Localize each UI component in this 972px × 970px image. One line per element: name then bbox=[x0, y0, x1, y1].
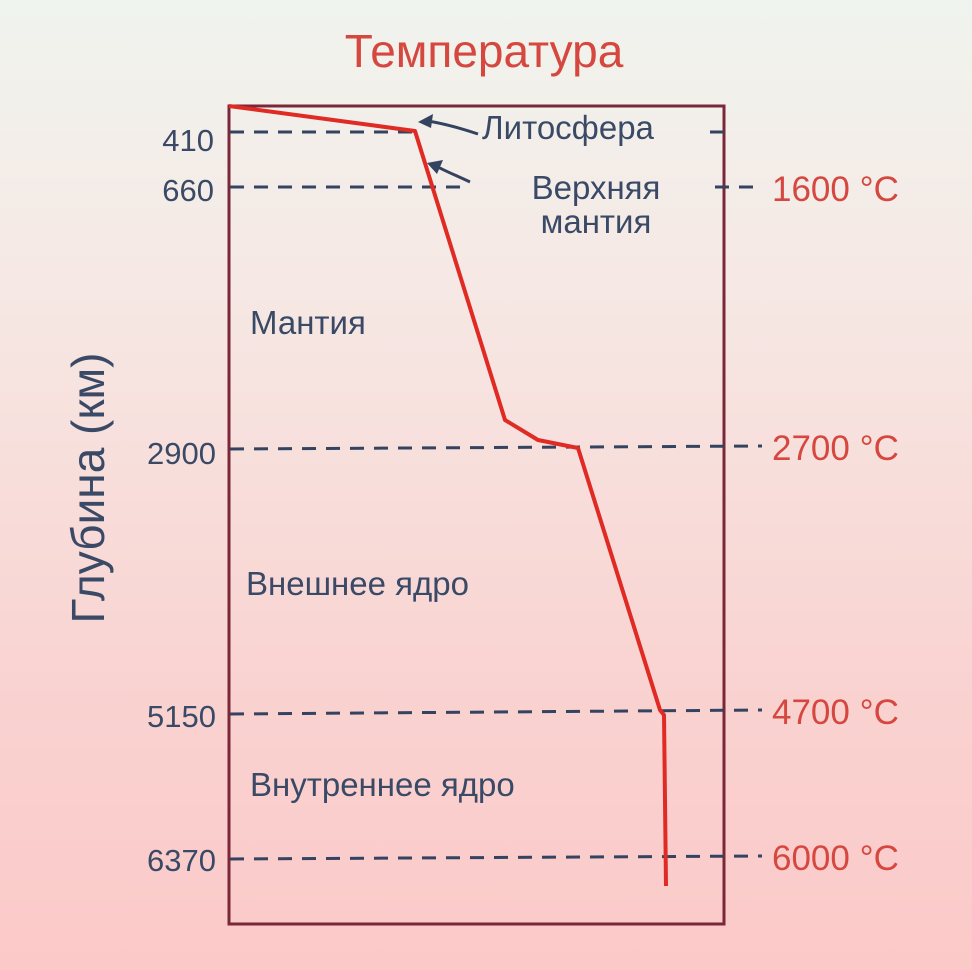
lithosphere-arrow-head bbox=[418, 114, 433, 128]
lithosphere-arrow bbox=[427, 119, 479, 136]
y-axis-title: Глубина (км) bbox=[62, 353, 114, 624]
depth-line-2900 bbox=[229, 444, 763, 451]
upper-mantle-arrow-head bbox=[427, 160, 443, 174]
layer-label-mantle: Мантия bbox=[250, 304, 366, 341]
diagram-frame bbox=[227, 104, 726, 926]
temperature-curve bbox=[228, 104, 668, 887]
layer-label-outer-core: Внешнее ядро bbox=[246, 565, 469, 602]
layer-label-inner-core: Внутреннее ядро bbox=[250, 766, 515, 803]
depth-label-6370: 6370 bbox=[147, 843, 216, 878]
temperature-label-6000: 6000 °C bbox=[772, 839, 899, 878]
depth-label-2900: 2900 bbox=[147, 436, 216, 471]
diagram-title: Температура bbox=[345, 25, 624, 77]
layer-label-lithosphere: Литосфера bbox=[482, 109, 655, 146]
depth-label-5150: 5150 bbox=[147, 699, 216, 734]
layer-label-upper-mantle-2: мантия bbox=[541, 203, 652, 240]
depth-label-660: 660 bbox=[162, 173, 214, 208]
temperature-label-2700: 2700 °C bbox=[772, 429, 899, 468]
temperature-label-4700: 4700 °C bbox=[772, 693, 899, 732]
temperature-label-1600: 1600 °C bbox=[772, 170, 899, 209]
depth-line-6370 bbox=[229, 854, 763, 861]
depth-line-5150 bbox=[229, 708, 763, 716]
depth-label-410: 410 bbox=[162, 123, 214, 158]
layer-label-upper-mantle-1: Верхняя bbox=[532, 169, 661, 206]
upper-mantle-arrow bbox=[435, 164, 471, 184]
